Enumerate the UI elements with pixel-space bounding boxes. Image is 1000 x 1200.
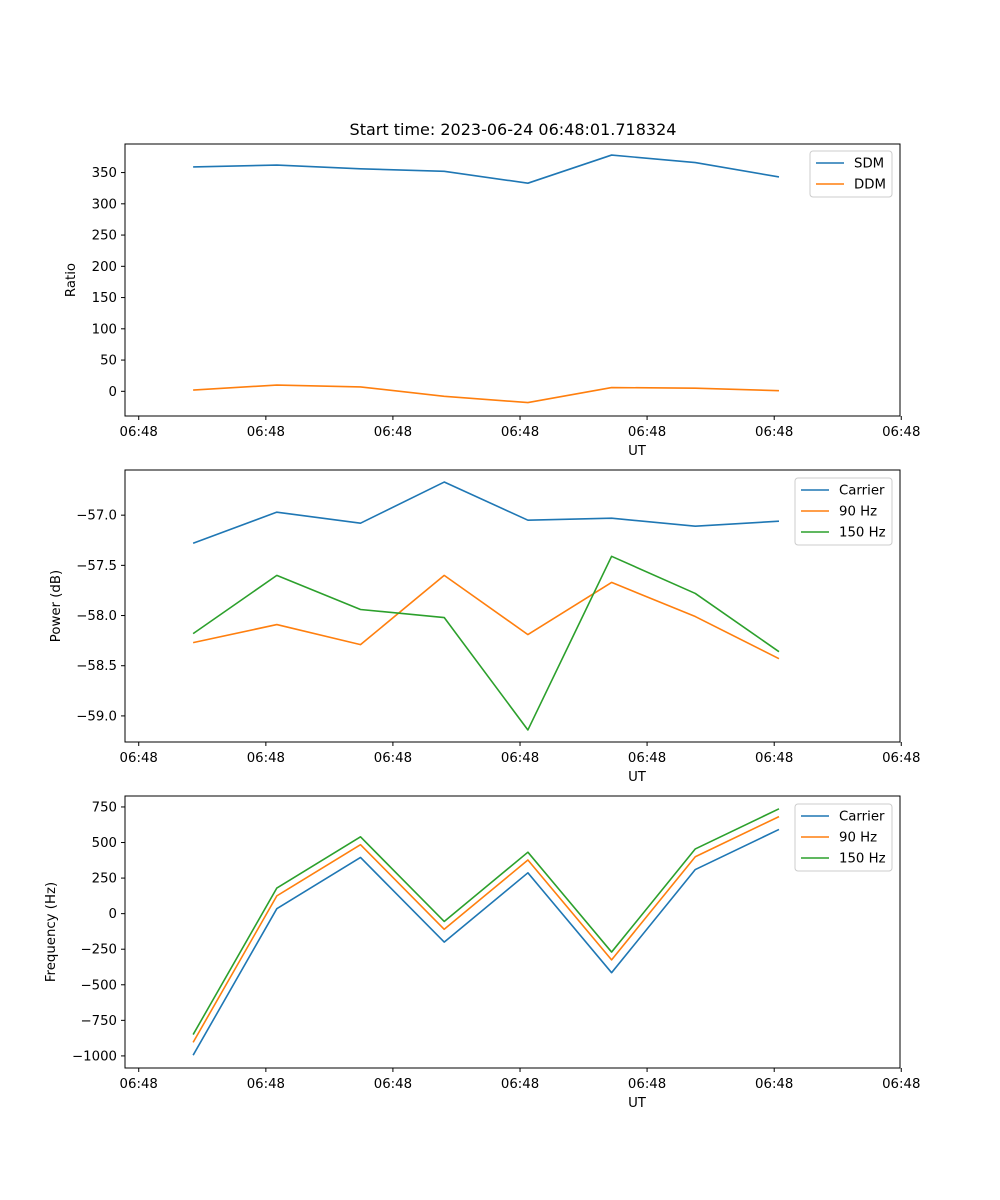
- legend-entry: 150 Hz: [839, 852, 886, 867]
- legend: Carrier 90 Hz 150 Hz: [794, 803, 893, 872]
- legend-box: [794, 803, 893, 872]
- y-tick-label: −57.0: [76, 509, 117, 524]
- x-tick-label: 06:48: [882, 1077, 920, 1092]
- y-tick-label: 100: [92, 322, 117, 337]
- chart-panel-2: 06:48 06:48 06:48 06:48 06:48 06:48 06:48 −59.0…: [49, 469, 920, 785]
- legend-box: [794, 477, 893, 546]
- y-tick-label: 350: [92, 166, 117, 181]
- x-tick-label: 06:48: [374, 751, 412, 766]
- x-axis-label: UT: [628, 444, 647, 459]
- series-line-sdm: [193, 154, 780, 184]
- legend: SDM DDM: [809, 150, 893, 198]
- legend-entry: 90 Hz: [839, 505, 877, 520]
- x-tick-label: 06:48: [247, 425, 285, 440]
- series-line-ddm: [193, 384, 780, 404]
- series-line-150-hz: [192, 808, 780, 1035]
- x-tick-label: 06:48: [755, 1077, 793, 1092]
- legend-entry: SDM: [854, 157, 884, 172]
- y-tick-label: −58.0: [76, 609, 117, 624]
- plot-frame: [124, 469, 901, 743]
- y-axis-label: Frequency (Hz): [44, 882, 59, 982]
- x-tick-label: 06:48: [120, 1077, 158, 1092]
- legend-entry: 150 Hz: [839, 526, 886, 541]
- y-tick-label: 250: [92, 872, 117, 887]
- x-tick-label: 06:48: [882, 425, 920, 440]
- legend-entry: Carrier: [839, 484, 885, 499]
- x-tick-label: 06:48: [628, 425, 666, 440]
- y-tick-label: −1000: [72, 1049, 117, 1064]
- y-tick-label: −58.5: [76, 659, 117, 674]
- figure-title: Start time: 2023-06-24 06:48:01.718324: [350, 120, 677, 139]
- legend-entry: DDM: [854, 178, 886, 193]
- legend: Carrier 90 Hz 150 Hz: [794, 477, 893, 546]
- x-axis-label: UT: [628, 1096, 647, 1111]
- y-tick-label: 500: [92, 836, 117, 851]
- x-tick-label: 06:48: [628, 1077, 666, 1092]
- y-tick-label: −57.5: [76, 559, 117, 574]
- y-tick-label: 50: [100, 354, 117, 369]
- x-axis-label: UT: [628, 770, 647, 785]
- x-tick-label: 06:48: [120, 751, 158, 766]
- x-tick-label: 06:48: [755, 425, 793, 440]
- y-tick-label: 300: [92, 197, 117, 212]
- y-axis-label: Power (dB): [49, 570, 64, 642]
- series-line-carrier: [192, 828, 780, 1056]
- y-tick-label: 150: [92, 291, 117, 306]
- legend-entry: Carrier: [839, 810, 885, 825]
- legend-entry: 90 Hz: [839, 831, 877, 846]
- plot-frame: [124, 143, 901, 417]
- x-tick-label: 06:48: [374, 425, 412, 440]
- y-axis-label: Ratio: [64, 263, 79, 297]
- series-line-90-hz: [192, 574, 780, 660]
- y-tick-label: 250: [92, 229, 117, 244]
- chart-panel-3: 06:48 06:48 06:48 06:48 06:48 06:48 06:48−1000…: [44, 795, 920, 1111]
- series-line-carrier: [192, 481, 780, 545]
- x-tick-label: 06:48: [501, 1077, 539, 1092]
- x-tick-label: 06:48: [882, 751, 920, 766]
- y-tick-label: −59.0: [76, 709, 117, 724]
- y-tick-label: −250: [80, 943, 117, 958]
- chart-panel-1: 06:48 06:48 06:48 06:48 06:48 06:48 06:48 0 50 10…: [64, 143, 920, 459]
- y-tick-label: 200: [92, 260, 117, 275]
- x-tick-label: 06:48: [120, 425, 158, 440]
- plot-frame: [124, 795, 901, 1069]
- series-line-90-hz: [192, 815, 780, 1043]
- y-tick-label: −750: [80, 1014, 117, 1029]
- x-tick-label: 06:48: [755, 751, 793, 766]
- y-tick-label: 0: [109, 907, 117, 922]
- x-tick-label: 06:48: [374, 1077, 412, 1092]
- x-tick-label: 06:48: [501, 751, 539, 766]
- charts-container: 06:48 06:48 06:48 06:48 06:48 06:48 06:48 0 50 10…: [44, 143, 920, 1111]
- x-tick-label: 06:48: [628, 751, 666, 766]
- x-tick-label: 06:48: [247, 1077, 285, 1092]
- y-tick-label: 750: [92, 800, 117, 815]
- x-tick-label: 06:48: [501, 425, 539, 440]
- series-line-150-hz: [192, 555, 780, 731]
- y-tick-label: 0: [109, 385, 117, 400]
- x-tick-label: 06:48: [247, 751, 285, 766]
- y-tick-label: −500: [80, 978, 117, 993]
